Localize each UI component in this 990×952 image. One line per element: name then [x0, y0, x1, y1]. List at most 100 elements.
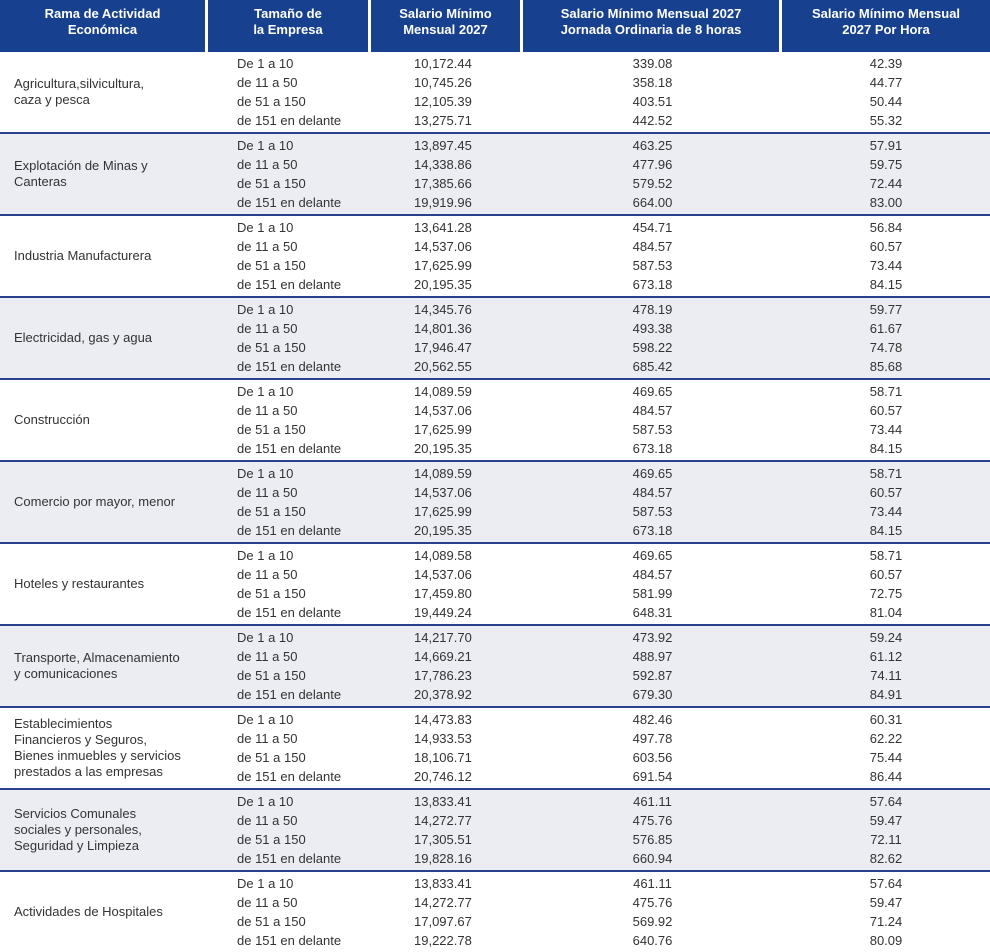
- daily-value: 484.57: [632, 567, 673, 582]
- size-value: De 1 a 10: [237, 548, 294, 563]
- monthly-value: 14,089.59: [414, 384, 472, 399]
- monthly-value: 17,385.66: [414, 176, 472, 191]
- monthly-value: 17,459.80: [414, 586, 472, 601]
- hourly-value: 82.62: [869, 851, 903, 866]
- monthly-value: 14,217.70: [414, 630, 472, 645]
- size-value: De 1 a 10: [237, 220, 294, 235]
- hourly-value: 72.44: [869, 176, 903, 191]
- sector-block: Hoteles y restaurantes De 1 a 10 14,089.5…: [0, 542, 990, 624]
- monthly-value: 20,195.35: [414, 523, 472, 538]
- hourly-value: 74.78: [869, 340, 903, 355]
- size-value: de 11 a 50: [237, 567, 298, 582]
- size-value: De 1 a 10: [237, 630, 294, 645]
- sector-name: Agricultura,silvicultura, caza y pesca: [14, 76, 145, 107]
- hourly-value: 60.57: [869, 239, 903, 254]
- size-value: de 11 a 50: [237, 895, 298, 910]
- size-value: de 51 a 150: [237, 340, 306, 355]
- monthly-value: 20,195.35: [414, 277, 472, 292]
- sector-name: Transporte, Almacenamiento y comunicacio…: [14, 650, 180, 681]
- hourly-value: 56.84: [869, 220, 903, 235]
- size-value: de 151 en delante: [237, 441, 342, 456]
- hourly-value: 71.24: [869, 914, 903, 929]
- daily-value: 493.38: [632, 321, 673, 336]
- daily-value: 660.94: [632, 851, 673, 866]
- sector-name: Servicios Comunales sociales y personale…: [14, 806, 142, 853]
- monthly-value: 13,833.41: [414, 794, 472, 809]
- table-header-row: Rama de Actividad Económica Tamaño de la…: [0, 0, 990, 52]
- monthly-value: 12,105.39: [414, 94, 472, 109]
- daily-value: 598.22: [632, 340, 673, 355]
- sector-block: Industria Manufacturera De 1 a 10 13,641.…: [0, 214, 990, 296]
- monthly-value: 14,537.06: [414, 485, 472, 500]
- size-value: de 51 a 150: [237, 94, 306, 109]
- daily-value: 488.97: [632, 649, 673, 664]
- monthly-value: 14,669.21: [414, 649, 472, 664]
- size-value: de 11 a 50: [237, 485, 298, 500]
- sector-name: Explotación de Minas y Canteras: [14, 158, 148, 189]
- hourly-value: 83.00: [869, 195, 903, 210]
- daily-value: 497.78: [632, 731, 673, 746]
- size-value: de 11 a 50: [237, 321, 298, 336]
- size-value: de 11 a 50: [237, 239, 298, 254]
- hourly-value: 60.57: [869, 567, 903, 582]
- monthly-value: 14,801.36: [414, 321, 472, 336]
- daily-value: 587.53: [632, 422, 673, 437]
- hourly-value: 58.71: [869, 548, 903, 563]
- sector-block: Establecimientos Financieros y Seguros, …: [0, 706, 990, 788]
- monthly-value: 14,537.06: [414, 403, 472, 418]
- size-value: De 1 a 10: [237, 302, 294, 317]
- hourly-value: 58.71: [869, 384, 903, 399]
- daily-value: 592.87: [632, 668, 673, 683]
- size-value: de 51 a 150: [237, 668, 306, 683]
- monthly-value: 17,625.99: [414, 258, 472, 273]
- size-value: de 51 a 150: [237, 422, 306, 437]
- daily-value: 673.18: [632, 441, 673, 456]
- monthly-value: 19,222.78: [414, 933, 472, 948]
- daily-value: 673.18: [632, 277, 673, 292]
- hourly-value: 58.71: [869, 466, 903, 481]
- size-value: de 51 a 150: [237, 504, 306, 519]
- size-value: de 151 en delante: [237, 359, 342, 374]
- hourly-value: 60.57: [869, 485, 903, 500]
- size-value: de 51 a 150: [237, 258, 306, 273]
- monthly-value: 14,473.83: [414, 712, 472, 727]
- daily-value: 478.19: [632, 302, 673, 317]
- size-value: de 51 a 150: [237, 750, 306, 765]
- daily-value: 469.65: [632, 466, 673, 481]
- daily-value: 454.71: [632, 220, 673, 235]
- monthly-value: 17,786.23: [414, 668, 472, 683]
- monthly-value: 13,641.28: [414, 220, 472, 235]
- hourly-value: 59.24: [869, 630, 903, 645]
- monthly-value: 13,833.41: [414, 876, 472, 891]
- daily-value: 482.46: [632, 712, 673, 727]
- sector-block: Actividades de Hospitales De 1 a 10 13,83…: [0, 870, 990, 952]
- monthly-value: 10,172.44: [414, 56, 472, 71]
- size-value: de 151 en delante: [237, 523, 342, 538]
- hourly-value: 72.11: [870, 832, 902, 847]
- monthly-value: 17,625.99: [414, 422, 472, 437]
- monthly-value: 10,745.26: [414, 75, 472, 90]
- hourly-value: 57.64: [869, 876, 903, 891]
- hourly-value: 59.75: [869, 157, 903, 172]
- daily-value: 673.18: [632, 523, 673, 538]
- size-value: de 11 a 50: [237, 157, 298, 172]
- size-value: de 11 a 50: [237, 731, 298, 746]
- daily-value: 587.53: [632, 504, 673, 519]
- size-value: de 51 a 150: [237, 176, 306, 191]
- size-value: de 51 a 150: [237, 832, 306, 847]
- hourly-value: 84.15: [869, 441, 903, 456]
- hourly-value: 61.12: [869, 649, 903, 664]
- size-value: de 11 a 50: [237, 403, 298, 418]
- monthly-value: 17,097.67: [414, 914, 472, 929]
- monthly-value: 20,562.55: [414, 359, 472, 374]
- daily-value: 484.57: [632, 403, 673, 418]
- monthly-value: 17,946.47: [414, 340, 472, 355]
- hourly-value: 74.11: [870, 668, 902, 683]
- daily-value: 473.92: [632, 630, 673, 645]
- hourly-value: 84.15: [869, 277, 903, 292]
- hourly-value: 86.44: [869, 769, 903, 784]
- daily-value: 403.51: [632, 94, 673, 109]
- size-value: de 151 en delante: [237, 933, 342, 948]
- daily-value: 358.18: [632, 75, 673, 90]
- header-monthly-salary: Salario Mínimo Mensual 2027: [371, 0, 523, 52]
